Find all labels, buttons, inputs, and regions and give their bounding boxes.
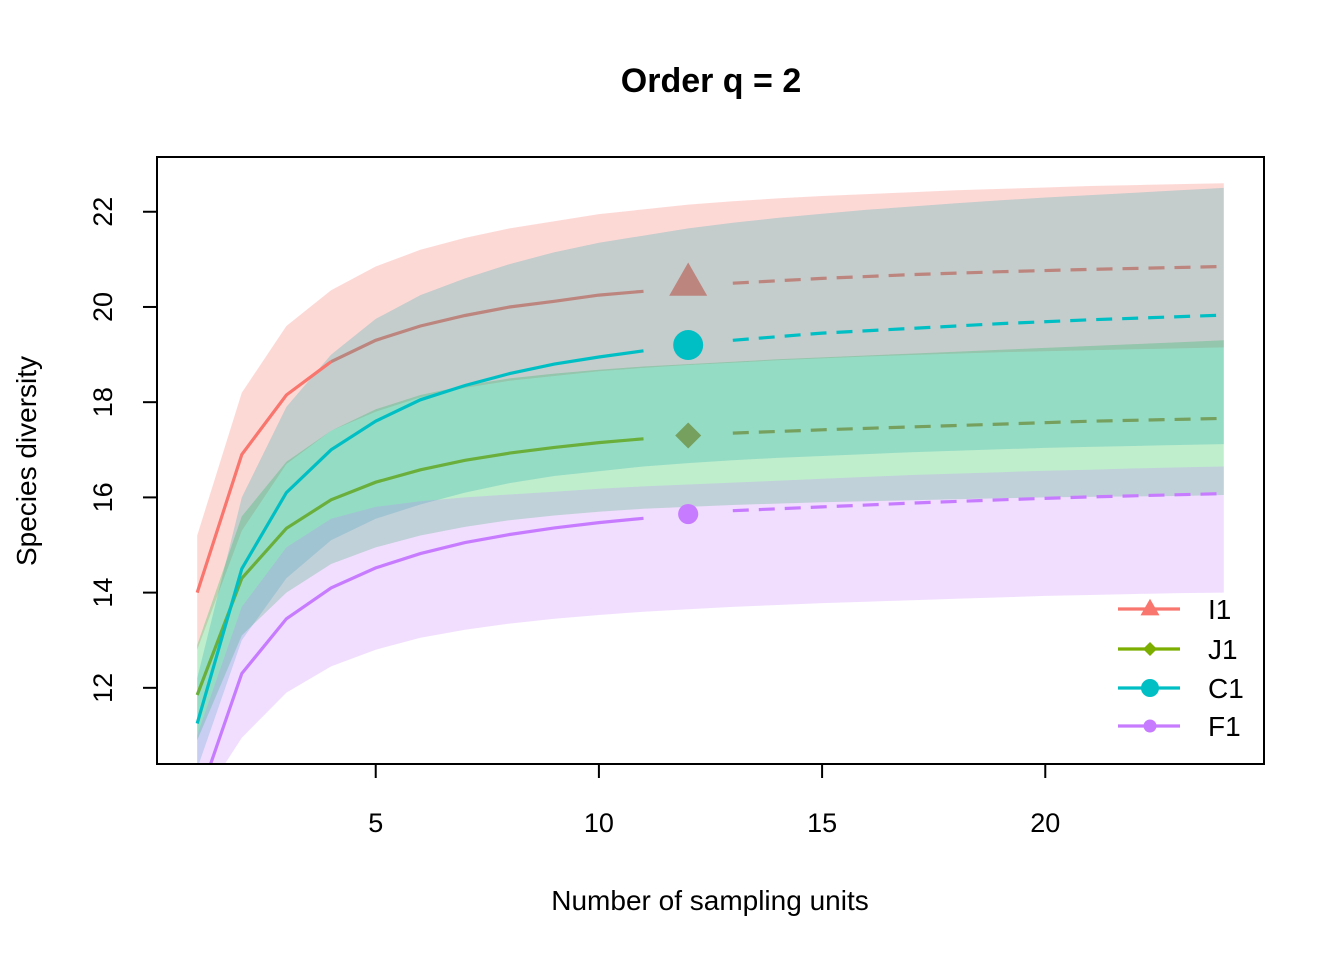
y-tick-label: 12: [88, 673, 118, 703]
y-axis-label: Species diversity: [11, 356, 42, 566]
ref-point-f1: [678, 503, 699, 525]
legend-label-j1: J1: [1208, 634, 1238, 665]
ref-point-i1: [669, 262, 708, 296]
legend-marker-c1: [1141, 679, 1159, 697]
line-extrap-j1: [732, 416, 1224, 435]
band-c1: [197, 187, 1224, 764]
legend-marker-j1: [1143, 642, 1157, 656]
legend-marker-f1: [1143, 719, 1157, 733]
line-extrap-c1: [732, 313, 1224, 342]
plot-frame: [156, 156, 1265, 765]
line-extrap-i1: [732, 264, 1224, 285]
line-interp-c1: [195, 349, 644, 724]
series-lines: [195, 264, 1224, 764]
legend-label-c1: C1: [1208, 673, 1244, 704]
y-tick-label: 18: [88, 387, 118, 417]
legend-label-i1: I1: [1208, 594, 1231, 625]
legend-item-i1: I1: [1118, 594, 1231, 625]
y-tick-label: 14: [88, 578, 118, 608]
y-tick-label: 20: [88, 292, 118, 322]
chart-title: Order q = 2: [621, 62, 801, 100]
x-axis: 5 10 15 20: [368, 764, 1060, 838]
legend-item-f1: F1: [1118, 711, 1241, 742]
legend-label-f1: F1: [1208, 711, 1241, 742]
line-interp-i1-head: [195, 360, 333, 594]
x-tick-label: 10: [584, 808, 614, 838]
y-tick-label: 16: [88, 482, 118, 512]
legend-marker-i1: [1140, 598, 1160, 616]
confidence-bands: [197, 183, 1224, 764]
band-j1: [197, 340, 1224, 741]
x-tick-label: 20: [1030, 808, 1060, 838]
y-axis: 12 14 16 18 20 22: [88, 197, 157, 703]
x-axis-label: Number of sampling units: [551, 885, 868, 916]
reference-markers: [669, 262, 708, 525]
line-interp-f1: [209, 516, 644, 764]
ref-point-j1: [675, 422, 702, 449]
x-tick-label: 15: [807, 808, 837, 838]
legend: I1 J1 C1 F1: [1118, 594, 1244, 742]
line-extrap-f1: [732, 492, 1224, 513]
ref-point-c1: [673, 330, 704, 361]
legend-item-j1: J1: [1118, 634, 1238, 665]
line-interp-j1: [195, 437, 644, 696]
band-i1: [197, 183, 1224, 650]
legend-item-c1: C1: [1118, 673, 1244, 704]
band-f1: [197, 466, 1224, 764]
x-tick-label: 5: [368, 808, 383, 838]
line-interp-i1: [330, 289, 644, 364]
y-tick-label: 22: [88, 197, 118, 227]
